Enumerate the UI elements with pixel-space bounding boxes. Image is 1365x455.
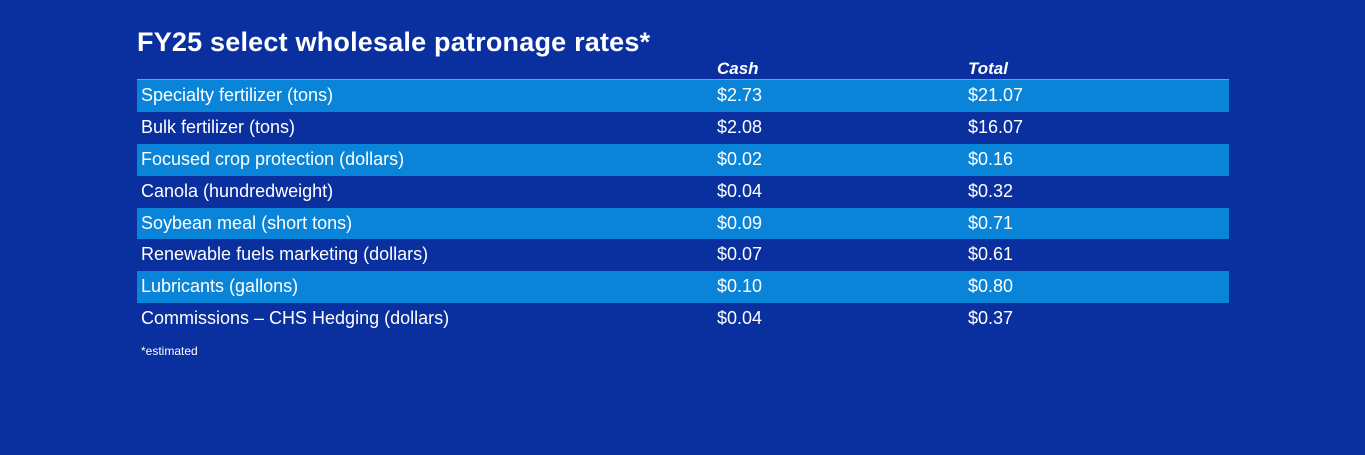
row-cash-value: $0.04 (717, 308, 763, 329)
row-cash-value: $0.04 (717, 180, 763, 201)
table-row: Commissions – CHS Hedging (dollars) $0.0… (137, 303, 1229, 335)
table-header: Cash Total (137, 58, 1229, 80)
row-cash-value: $2.73 (717, 85, 763, 105)
row-total-value: $0.37 (968, 308, 1014, 329)
row-label: Lubricants (gallons) (141, 276, 299, 297)
row-label: Specialty fertilizer (tons) (141, 85, 334, 105)
row-label: Commissions – CHS Hedging (dollars) (141, 308, 450, 329)
table-row: Lubricants (gallons) $0.10 $0.80 (137, 271, 1229, 304)
row-total-value: $0.80 (968, 276, 1014, 297)
row-label: Renewable fuels marketing (dollars) (141, 244, 429, 265)
column-header-total: Total (968, 59, 1008, 78)
table-row: Focused crop protection (dollars) $0.02 … (137, 143, 1229, 176)
column-header-cash: Cash (717, 59, 759, 78)
row-total-value: $0.61 (968, 244, 1014, 265)
row-total-value: $0.71 (968, 212, 1014, 233)
row-total-value: $16.07 (968, 116, 1024, 137)
row-cash-value: $0.02 (717, 148, 763, 169)
table-row: Renewable fuels marketing (dollars) $0.0… (137, 239, 1229, 271)
row-cash-value: $0.09 (717, 212, 763, 233)
row-cash-value: $0.07 (717, 244, 763, 265)
row-cash-value: $2.08 (717, 116, 763, 137)
row-label: Canola (hundredweight) (141, 180, 334, 201)
table-row: Canola (hundredweight) $0.04 $0.32 (137, 176, 1229, 208)
row-total-value: $21.07 (968, 85, 1024, 105)
footnote: *estimated (141, 344, 198, 358)
table-row: Bulk fertilizer (tons) $2.08 $16.07 (137, 112, 1229, 144)
row-label: Soybean meal (short tons) (141, 212, 353, 233)
page-title: FY25 select wholesale patronage rates* (137, 27, 651, 57)
row-cash-value: $0.10 (717, 276, 763, 297)
row-label: Focused crop protection (dollars) (141, 148, 405, 169)
row-label: Bulk fertilizer (tons) (141, 116, 296, 137)
row-total-value: $0.32 (968, 180, 1014, 201)
table-row: Soybean meal (short tons) $0.09 $0.71 (137, 207, 1229, 240)
row-total-value: $0.16 (968, 148, 1014, 169)
patronage-rates-table: Cash Total Specialty fertilizer (tons) $… (137, 58, 1229, 335)
table-row: Specialty fertilizer (tons) $2.73 $21.07 (137, 80, 1229, 112)
